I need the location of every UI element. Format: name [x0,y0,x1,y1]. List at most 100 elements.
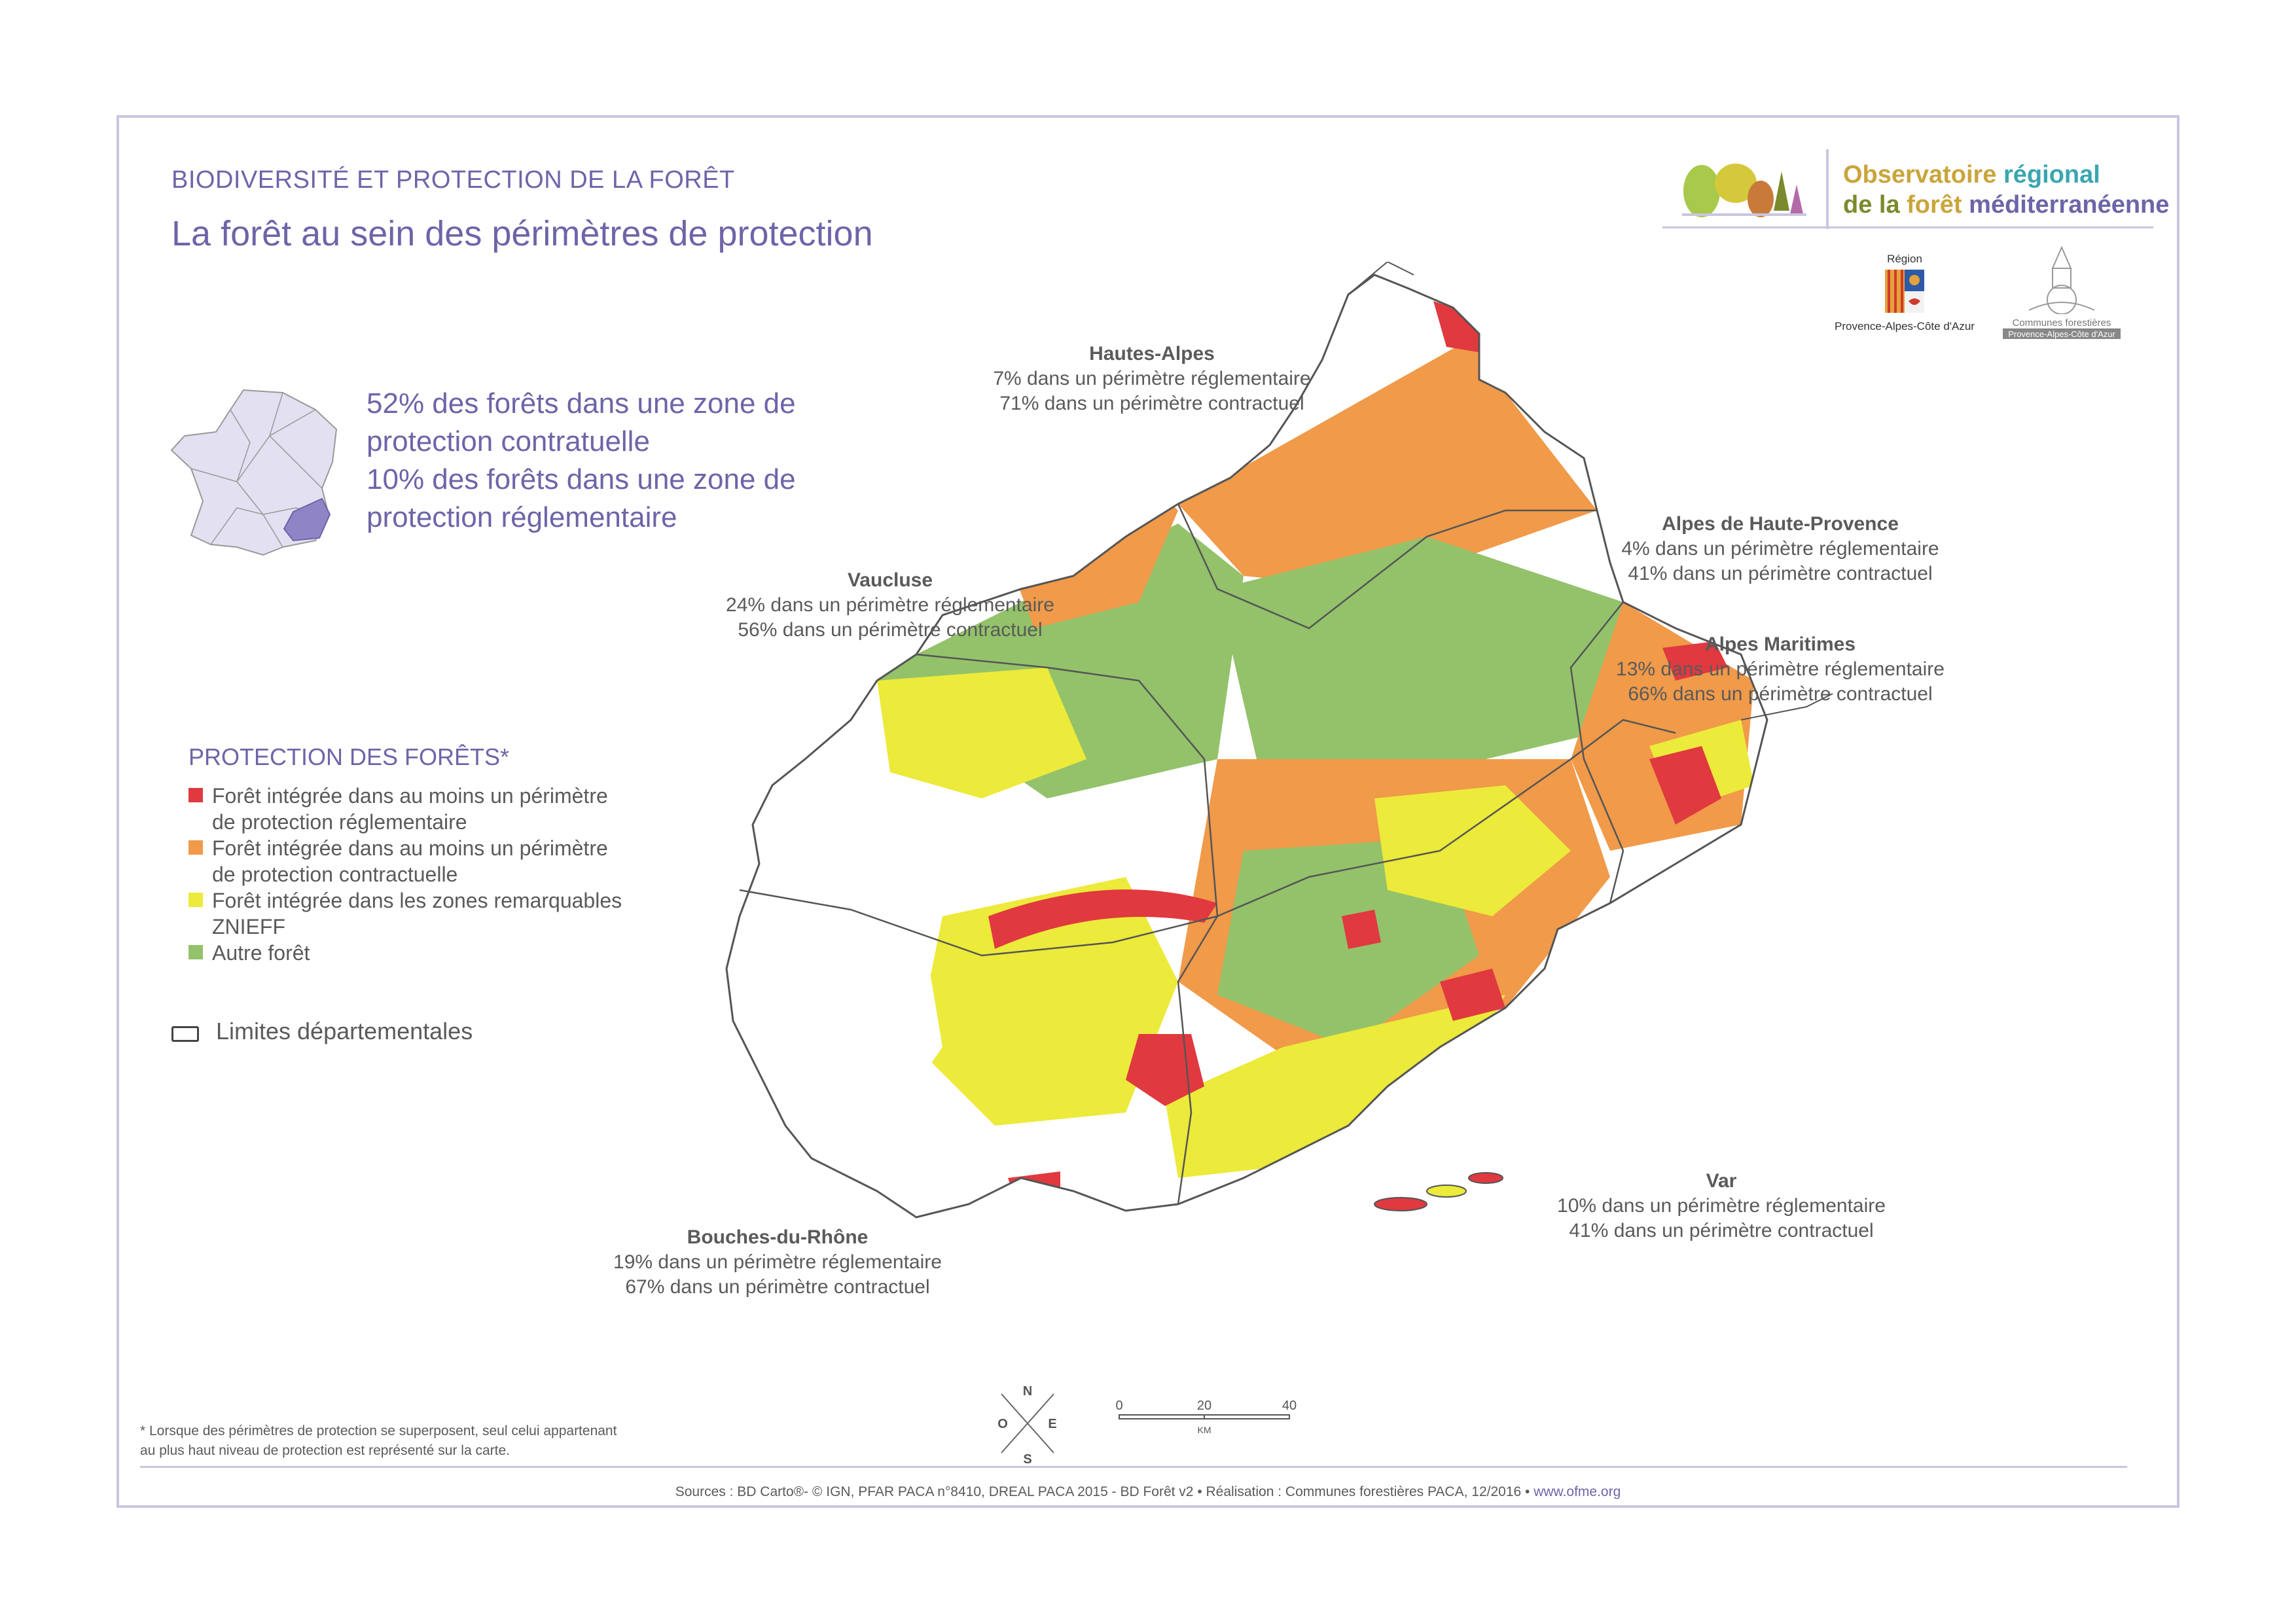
dept-stat: 66% dans un périmètre contractuel [1628,683,1933,705]
summary-line-3: 10% des forêts dans une zone de [367,463,796,495]
legend-item-contractuelle: Forêt intégrée dans au moins un périmètr… [188,835,670,887]
dept-stat: 24% dans un périmètre réglementaire [726,594,1054,616]
scale-tick-0: 0 [1115,1399,1122,1413]
footnote: * Lorsque des périmètres de protection s… [140,1421,768,1461]
obs-word-1: Observatoire [1843,161,2003,188]
compass-n: N [1023,1384,1032,1399]
forest-zone-autre [1217,537,1623,785]
dept-name: Alpes de Haute-Provence [1662,513,1899,535]
legend-label: de protection contractuelle [212,863,458,886]
legend-label: Forêt intégrée dans les zones remarquabl… [212,889,622,912]
dept-label-hautes-alpes: Hautes-Alpes 7% dans un périmètre réglem… [969,342,1335,416]
sources-line: Sources : BD Carto®- © IGN, PFAR PACA n°… [0,1484,2296,1500]
france-inset-map [170,389,338,556]
compass-rose-icon: N S E O [997,1384,1056,1466]
observatory-logo [1682,164,1806,217]
dept-stat: 10% dans un périmètre réglementaire [1557,1195,1886,1217]
france-region-borders [190,392,329,548]
page-title: La forêt au sein des périmètres de prote… [171,214,873,253]
department-boundary [1570,601,1624,904]
communes-logo: Communes forestières Provence-Alpes-Côte… [2003,242,2121,339]
communes-logo-top: Communes forestières [2003,317,2121,329]
department-boundary [739,719,1676,957]
footer-rule [140,1466,2127,1468]
region-logo-top: Région [1887,253,1922,265]
branding-rule [1662,226,2153,228]
legend-swatch-boundary [171,1026,199,1042]
dept-name: Var [1706,1170,1737,1192]
island [1374,1197,1427,1211]
legend-title: PROTECTION DES FORÊTS* [188,743,510,770]
forest-zone-reglementaire [1440,969,1505,1021]
dept-name: Vaucluse [847,569,933,591]
sources-text: Sources : BD Carto®- © IGN, PFAR PACA n°… [675,1484,1534,1499]
observatory-name: Observatoire régional de la forêt médite… [1843,160,2169,220]
summary-line-2: protection contratuelle [367,425,650,457]
scale-unit: KM [1198,1425,1211,1435]
obs-word-4: forêt [1907,191,1962,219]
branding-divider [1826,149,1829,229]
dept-stat: 67% dans un périmètre contractuel [625,1276,930,1298]
forest-zone-reglementaire [1662,641,1728,681]
dept-stat: 41% dans un périmètre contractuel [1569,1220,1874,1241]
summary-stats: 52% des forêts dans une zone de protecti… [367,385,796,537]
paca-forest-map [725,262,1833,1219]
legend-swatch-green [188,945,203,959]
forest-zone-znieff [1165,995,1505,1178]
legend-label: Forêt intégrée dans au moins un périmètr… [212,784,608,808]
legend-label: Limites départementales [216,1018,473,1044]
forest-zone-reglementaire [1342,910,1381,949]
region-shield-icon [1885,270,1924,313]
summary-line-4: protection réglementaire [367,501,677,533]
dept-stat: 7% dans un périmètre réglementaire [993,368,1311,389]
dept-label-var: Var 10% dans un périmètre réglementaire … [1538,1169,1905,1243]
obs-word-2: régional [2003,161,2100,188]
dept-name: Hautes-Alpes [1089,343,1215,365]
footnote-line-1: * Lorsque des périmètres de protection s… [140,1423,617,1438]
forest-zone-contractuelle [1178,334,1597,589]
dept-stat: 4% dans un périmètre réglementaire [1621,538,1939,560]
website-link[interactable]: www.ofme.org [1534,1484,1621,1499]
dept-label-bouches-du-rhone: Bouches-du-Rhône 19% dans un périmètre r… [594,1225,961,1300]
paca-highlight [283,497,331,542]
department-boundary [1177,503,1597,630]
church-icon [2028,245,2095,315]
communes-logo-bottom: Provence-Alpes-Côte d'Azur [2003,329,2121,339]
compass-e: E [1048,1417,1056,1431]
summary-line-1: 52% des forêts dans une zone de [367,387,796,419]
obs-word-3: de la [1843,191,1907,219]
department-boundary [916,653,1219,1205]
island [1468,1172,1503,1184]
dept-stat: 19% dans un périmètre réglementaire [613,1251,942,1273]
legend-label: ZNIEFF [212,915,285,938]
dept-stat: 13% dans un périmètre réglementaire [1616,658,1945,680]
dept-stat: 56% dans un périmètre contractuel [738,619,1043,641]
scale-tick-40: 40 [1282,1399,1297,1413]
forest-zone-znieff [877,668,1086,798]
header-kicker: BIODIVERSITÉ ET PROTECTION DE LA FORÊT [171,166,735,194]
forest-zone-znieff [1374,785,1571,916]
legend-swatch-red [188,788,203,802]
border-line [1740,693,1833,721]
dept-name: Alpes Maritimes [1704,633,1856,655]
legend-item-autre: Autre forêt [188,940,670,966]
legend-label: Autre forêt [212,941,310,965]
legend-item-boundaries: Limites départementales [171,1018,674,1044]
forest-zone-reglementaire [1571,1054,1630,1113]
forest-zone-reglementaire [988,889,1217,949]
dept-label-alpes-maritimes: Alpes Maritimes 13% dans un périmètre ré… [1597,632,1964,707]
forest-zone-znieff [916,877,1178,1126]
region-logo-bottom: Provence-Alpes-Côte d'Azur [1835,320,1975,332]
compass-w: O [997,1417,1008,1431]
obs-word-5: méditerranéenne [1962,191,2170,219]
map-frame [117,115,2179,1508]
dept-label-alpes-haute-provence: Alpes de Haute-Provence 4% dans un périm… [1597,512,1964,586]
legend-label: de protection réglementaire [212,810,467,834]
legend-item-znieff: Forêt intégrée dans les zones remarquabl… [188,887,670,940]
scale-bar: 0 20 40 KM [1115,1399,1297,1435]
forest-zone-reglementaire [1649,746,1721,825]
footnote-line-2: au plus haut niveau de protection est re… [140,1443,511,1458]
dept-name: Bouches-du-Rhône [687,1226,869,1248]
compass-s: S [1023,1452,1031,1466]
forest-zone-reglementaire [1309,1139,1361,1178]
